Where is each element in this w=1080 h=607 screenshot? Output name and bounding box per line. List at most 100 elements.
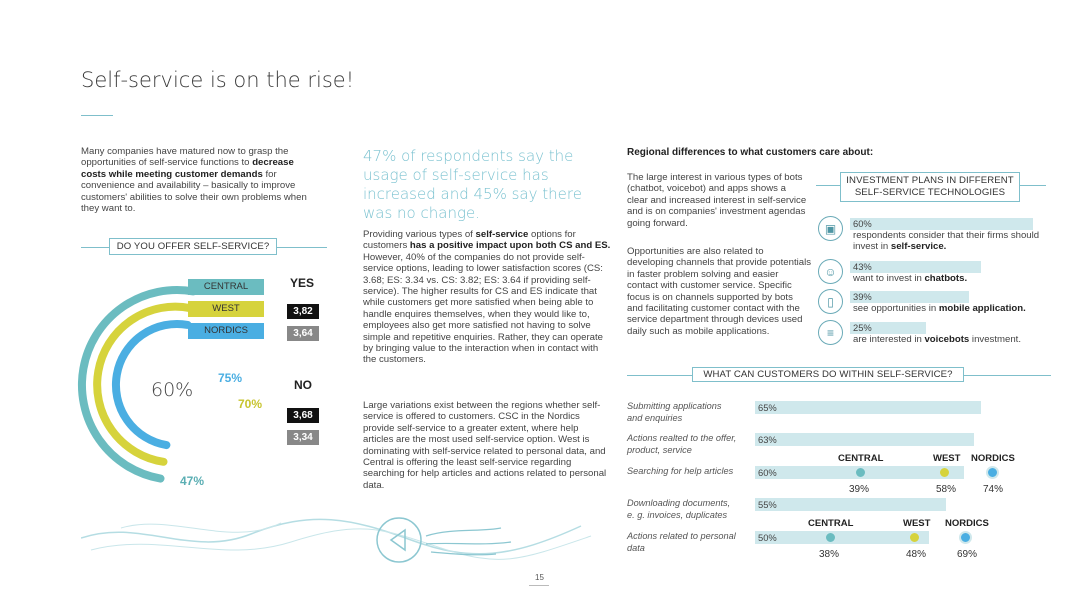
investment-text-bold: chatbots. (924, 273, 968, 284)
laptop-chat-icon: ▣ (818, 216, 843, 241)
yes-score-cs: 3,82 (287, 304, 319, 319)
region-a-west-pct: 58% (936, 484, 957, 495)
region-b-central: CENTRAL (808, 518, 854, 529)
legend-nordics: NORDICS (188, 323, 264, 339)
within-row-label: Downloading documents, e. g. invoices, du… (627, 498, 752, 521)
investment-text-plain: want to invest in (853, 273, 925, 284)
region-a-central: CENTRAL (838, 453, 884, 464)
investment-text: are interested in voicebots investment. (853, 334, 1048, 345)
region-b-west-pct: 48% (906, 549, 927, 560)
investment-text: want to invest in chatbots. (853, 273, 1048, 284)
within-row-label-line-1: Searching for help articles (627, 466, 734, 476)
offer-chart-label: DO YOU OFFER SELF-SERVICE? (109, 238, 277, 255)
region-a-west: WEST (933, 453, 961, 464)
within-bar (755, 531, 929, 544)
nordics-ring-label: 75% (218, 371, 243, 385)
within-pct: 65% (758, 402, 777, 413)
regional-heading: Regional differences to what customers c… (627, 147, 874, 158)
highlight-quote: 47% of respondents say the usage of self… (363, 147, 582, 222)
within-row-label: Submitting applications and enquiries (627, 401, 752, 424)
within-row-label-line-2: e. g. invoices, duplicates (627, 509, 728, 520)
investment-text: respondents consider that their firms sh… (853, 230, 1048, 253)
region-a-west-dot (938, 466, 951, 479)
within-row-label-line-2: and enquiries (627, 412, 683, 423)
region-b-central-dot (824, 531, 837, 544)
within-pct: 55% (758, 499, 777, 510)
investment-text-after: investment. (969, 334, 1021, 345)
within-bar (755, 433, 974, 446)
within-bar (755, 401, 981, 414)
mid-text-d: has a positive impact upon both CS and E… (409, 240, 611, 252)
investment-pct: 39% (853, 291, 872, 302)
mid-text-e: However, 40% of the companies do not pro… (363, 251, 603, 366)
offer-ring-chart (78, 285, 198, 483)
voice-chat-icon: ≡ (818, 320, 843, 345)
within-title: WHAT CAN CUSTOMERS DO WITHIN SELF-SERVIC… (692, 367, 964, 382)
region-b-nordics-pct: 69% (957, 549, 978, 560)
intro-paragraph: Many companies have matured now to grasp… (81, 146, 321, 214)
within-pct: 50% (758, 532, 777, 543)
investment-title-line-2: SELF-SERVICE TECHNOLOGIES (854, 187, 1006, 198)
investment-pct: 43% (853, 261, 872, 272)
intro-text-bold: decrease costs while meeting customer de… (81, 157, 294, 180)
investment-bar (850, 218, 1033, 230)
west-ring-label: 70% (238, 397, 263, 411)
region-a-nordics-dot (986, 466, 999, 479)
investment-title: INVESTMENT PLANS IN DIFFERENT SELF-SERVI… (840, 172, 1020, 202)
no-score-es: 3,34 (287, 430, 319, 445)
investment-text: see opportunities in mobile application. (853, 303, 1048, 314)
no-label: NO (294, 378, 312, 392)
no-score-cs: 3,68 (287, 408, 319, 423)
right-paragraph-2: Opportunities are also related to develo… (627, 246, 812, 337)
right-paragraph-1: The large interest in various types of b… (627, 172, 807, 229)
legend-central: CENTRAL (188, 279, 264, 295)
center-percentage: 60% (151, 379, 194, 401)
within-row-label: Actions related to personal data (627, 531, 752, 554)
region-b-central-pct: 38% (819, 549, 840, 560)
investment-text-bold: voicebots (924, 334, 970, 345)
region-b-west: WEST (903, 518, 931, 529)
within-row-label-line-1: Submitting applications (627, 401, 722, 411)
page-title: Self-service is on the rise! (81, 68, 355, 92)
region-b-nordics-dot (959, 531, 972, 544)
page-number: 15 (535, 573, 544, 582)
intro-text-b: for convenience and availability – basic… (81, 168, 307, 215)
investment-bar (850, 291, 969, 303)
page-number-rule (529, 585, 549, 586)
central-ring-label: 47% (180, 474, 205, 488)
investment-title-line-1: INVESTMENT PLANS IN DIFFERENT (846, 175, 1014, 186)
within-pct: 63% (758, 434, 777, 445)
investment-text-plain: see opportunities in (853, 303, 939, 314)
chatbot-icon: ☺ (818, 259, 843, 284)
within-row-label: Searching for help articles (627, 466, 752, 478)
mid-text-a: Providing various types of (363, 229, 476, 240)
within-pct: 60% (758, 467, 777, 478)
intro-text-a: Many companies have matured now to grasp… (81, 146, 289, 169)
within-row-label-line-1: Downloading documents, (627, 498, 731, 508)
ring-central (78, 285, 198, 483)
within-row-label-line-2: product, service (627, 444, 692, 455)
legend-west: WEST (188, 301, 264, 317)
region-b-nordics: NORDICS (945, 518, 989, 529)
yes-score-es: 3,64 (287, 326, 319, 341)
region-a-nordics: NORDICS (971, 453, 1015, 464)
investment-text-bold: self-service. (890, 241, 947, 253)
within-row-label-line-1: Actions realted to the offer, (627, 433, 737, 443)
mid-text-c: options for customers (363, 229, 576, 252)
investment-pct: 25% (853, 322, 872, 333)
region-a-nordics-pct: 74% (983, 484, 1004, 495)
title-underline (81, 115, 113, 116)
region-b-west-dot (908, 531, 921, 544)
within-bar (755, 498, 946, 511)
investment-bar (850, 261, 981, 273)
ring-west (93, 302, 195, 466)
ring-nordics (112, 320, 192, 450)
investment-text-bold: mobile application. (938, 303, 1026, 314)
within-row-label-line-1: Actions related to personal (627, 531, 736, 541)
investment-pct: 60% (853, 218, 872, 229)
region-a-central-pct: 39% (849, 484, 870, 495)
middle-paragraph-1: Providing various types of self-service … (363, 229, 611, 366)
mid-text-b: self-service (475, 229, 529, 240)
within-row-label: Actions realted to the offer, product, se… (627, 433, 752, 456)
investment-text-plain: respondents consider that their firms sh… (853, 230, 1040, 253)
